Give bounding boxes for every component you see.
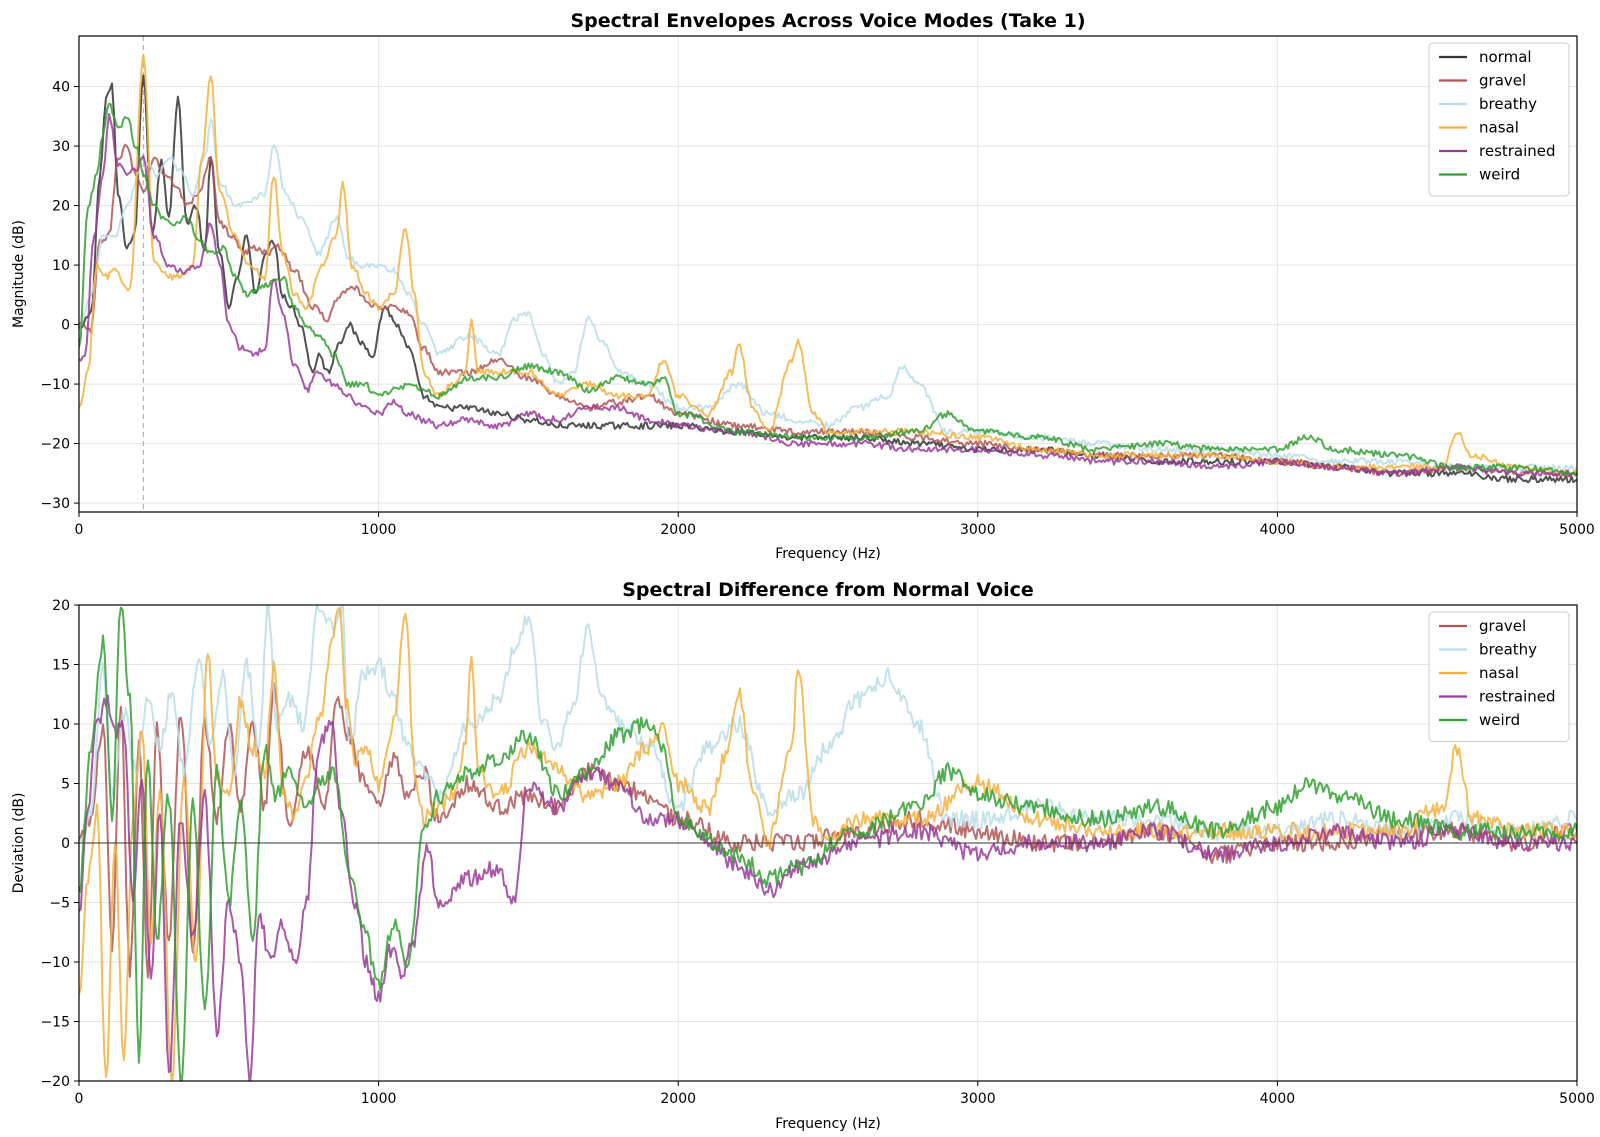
series-line-breathy xyxy=(79,605,1577,844)
legend-label-weird: weird xyxy=(1479,711,1520,729)
series-line-weird xyxy=(79,102,1577,477)
series-line-restrained xyxy=(79,113,1577,478)
x-tick-label: 0 xyxy=(75,522,84,538)
legend-label-gravel: gravel xyxy=(1479,72,1526,90)
y-tick-label: 40 xyxy=(52,80,70,96)
series-line-breathy xyxy=(79,118,1577,472)
legend-label-restrained: restrained xyxy=(1479,688,1556,706)
y-tick-label: −10 xyxy=(40,377,70,393)
series-line-nasal xyxy=(79,606,1577,1081)
legend-label-gravel: gravel xyxy=(1479,617,1526,635)
y-tick-label: 10 xyxy=(52,258,70,274)
y-tick-label: −30 xyxy=(40,496,70,512)
y-tick-label: 30 xyxy=(52,139,70,155)
legend-label-restrained: restrained xyxy=(1479,142,1556,160)
y-tick-label: 15 xyxy=(52,658,70,674)
legend-label-nasal: nasal xyxy=(1479,119,1519,137)
y-tick-label: −10 xyxy=(40,955,70,971)
legend-label-weird: weird xyxy=(1479,166,1520,184)
x-tick-label: 1000 xyxy=(361,522,397,538)
panel-2-ylabel: Deviation (dB) xyxy=(11,793,27,894)
x-tick-label: 3000 xyxy=(960,1091,996,1107)
panel-1-ticks: 0 1000 2000 3000 4000 5000 −30 −20 −10 0 10 20 30 40 xyxy=(40,80,1594,538)
y-tick-label: −20 xyxy=(40,437,70,453)
y-tick-label: −15 xyxy=(40,1015,70,1031)
legend-box xyxy=(1428,611,1570,742)
series-line-nasal xyxy=(79,53,1577,476)
legend-label-breathy: breathy xyxy=(1479,95,1537,113)
y-tick-label: −5 xyxy=(49,896,70,912)
panel-1-frame xyxy=(78,35,1578,513)
legend-label-nasal: nasal xyxy=(1479,664,1519,682)
x-tick-label: 2000 xyxy=(660,522,696,538)
panel-1-xlabel: Frequency (Hz) xyxy=(775,546,881,562)
panel-spectral-envelopes: Spectral Envelopes Across Voice Modes (T… xyxy=(11,10,1595,562)
panel-1-title: Spectral Envelopes Across Voice Modes (T… xyxy=(570,10,1085,32)
panel-2-title: Spectral Difference from Normal Voice xyxy=(622,579,1034,601)
series-line-weird xyxy=(79,606,1577,1081)
panel-2-ticks: 0 1000 2000 3000 4000 5000 −20 −15 −10 −5 0 5 10 15 20 xyxy=(40,598,1594,1107)
y-tick-label: 20 xyxy=(52,598,70,614)
series-line-normal xyxy=(79,74,1577,484)
series-line-gravel xyxy=(79,143,1577,478)
x-tick-label: 5000 xyxy=(1559,1091,1595,1107)
y-tick-label: 0 xyxy=(61,318,70,334)
panel-2-plot-area xyxy=(79,605,1577,1081)
legend-label-breathy: breathy xyxy=(1479,641,1537,659)
panel-2-legend: gravel breathy nasal restrained weird xyxy=(1428,611,1570,742)
y-tick-label: −20 xyxy=(40,1074,70,1090)
panel-1-ylabel: Magnitude (dB) xyxy=(11,220,27,328)
panel-spectral-difference: Spectral Difference from Normal Voice 0 1… xyxy=(11,579,1595,1132)
x-tick-label: 4000 xyxy=(1260,1091,1296,1107)
y-tick-label: 10 xyxy=(52,717,70,733)
legend-label-normal: normal xyxy=(1479,48,1532,66)
panel-1-legend: normal gravel breathy nasal restrained weird xyxy=(1428,42,1570,197)
panel-1-grid xyxy=(78,36,1578,512)
x-tick-label: 5000 xyxy=(1559,522,1595,538)
x-tick-label: 4000 xyxy=(1260,522,1296,538)
x-tick-label: 3000 xyxy=(960,522,996,538)
y-tick-label: 20 xyxy=(52,199,70,215)
panel-2-xlabel: Frequency (Hz) xyxy=(775,1116,881,1132)
panel-1-plot-area xyxy=(79,36,1577,512)
x-tick-label: 0 xyxy=(75,1091,84,1107)
x-tick-label: 2000 xyxy=(660,1091,696,1107)
y-tick-label: 0 xyxy=(61,836,70,852)
x-tick-label: 1000 xyxy=(361,1091,397,1107)
y-tick-label: 5 xyxy=(61,777,70,793)
